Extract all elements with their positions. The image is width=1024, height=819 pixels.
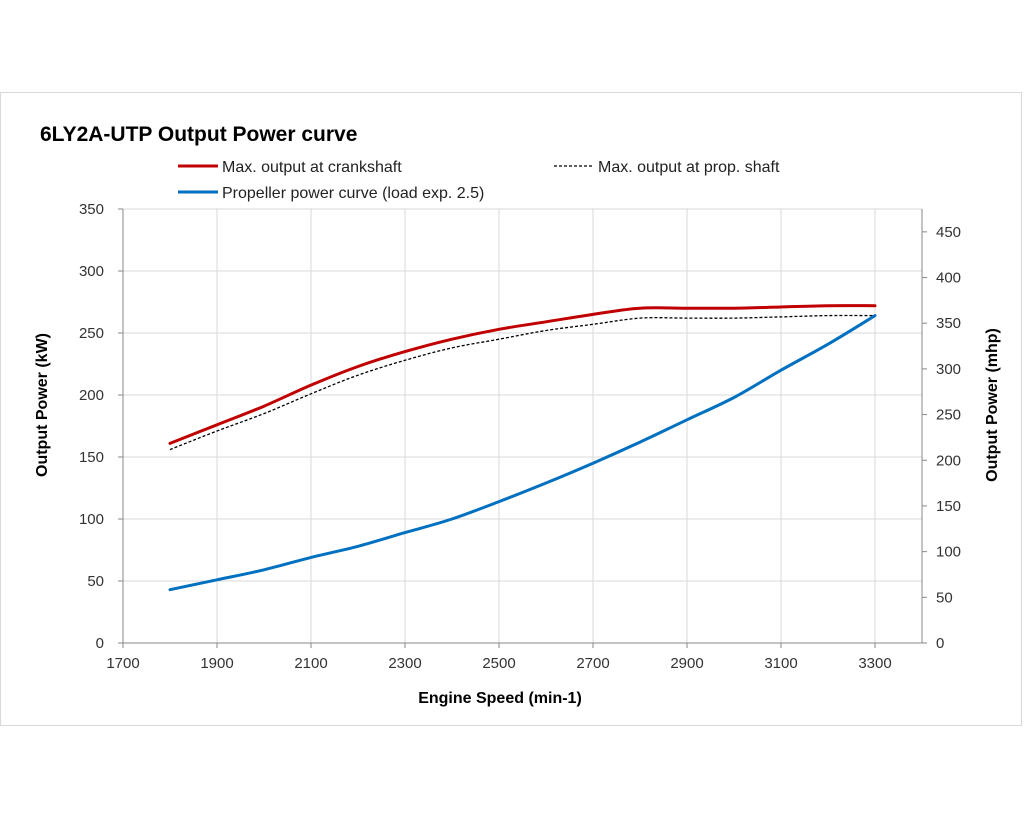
y2-tick-label-150: 150 xyxy=(936,498,961,515)
y2-tick-label-450: 450 xyxy=(936,224,961,241)
y2-tick-label-200: 200 xyxy=(936,452,961,469)
x-tick-label-3100: 3100 xyxy=(764,655,797,672)
y-tick-label-50: 50 xyxy=(87,573,104,590)
y-tick-label-350: 350 xyxy=(79,201,104,218)
series-line-prop-shaft xyxy=(169,314,876,451)
y2-axis-title: Output Power (mhp) xyxy=(984,328,1001,482)
chart-frame xyxy=(0,92,1022,726)
x-tick-label-2700: 2700 xyxy=(576,655,609,672)
y-tick-label-100: 100 xyxy=(79,511,104,528)
y2-tick-label-350: 350 xyxy=(936,315,961,332)
y-axis-title: Output Power (kW) xyxy=(34,333,51,477)
series-line-propeller xyxy=(168,314,877,592)
x-ticks: 1700 1900 2100 2300 2500 2700 2900 3100 3300 xyxy=(106,643,892,672)
legend-label-prop-shaft: Max. output at prop. shaft xyxy=(598,159,780,176)
legend-label-crankshaft: Max. output at crankshaft xyxy=(222,159,402,176)
x-tick-label-2100: 2100 xyxy=(294,655,327,672)
y2-tick-label-0: 0 xyxy=(936,635,944,652)
legend-label-propeller: Propeller power curve (load exp. 2.5) xyxy=(222,185,484,202)
x-axis-title: Engine Speed (min-1) xyxy=(418,690,582,707)
series-layer xyxy=(168,304,877,592)
y2-tick-label-300: 300 xyxy=(936,361,961,378)
x-tick-label-2900: 2900 xyxy=(670,655,703,672)
y-tick-label-300: 300 xyxy=(79,263,104,280)
x-tick-label-1900: 1900 xyxy=(200,655,233,672)
x-tick-label-3300: 3300 xyxy=(858,655,891,672)
y2-tick-label-100: 100 xyxy=(936,544,961,561)
y-ticks: 0 50 100 150 200 250 300 350 xyxy=(79,201,123,652)
series-line-crankshaft xyxy=(168,304,877,445)
legend: Max. output at crankshaft Max. output at… xyxy=(178,159,780,202)
y-tick-label-200: 200 xyxy=(79,387,104,404)
y-tick-label-150: 150 xyxy=(79,449,104,466)
x-tick-label-2300: 2300 xyxy=(388,655,421,672)
y-tick-label-250: 250 xyxy=(79,325,104,342)
y2-tick-label-400: 400 xyxy=(936,270,961,287)
x-tick-label-2500: 2500 xyxy=(482,655,515,672)
grid xyxy=(123,208,922,643)
y2-tick-label-250: 250 xyxy=(936,407,961,424)
y2-ticks: 0 50 100 150 200 250 300 350 400 450 xyxy=(922,224,961,652)
y2-tick-label-50: 50 xyxy=(936,589,953,606)
chart-title: 6LY2A-UTP Output Power curve xyxy=(40,123,357,146)
x-tick-label-1700: 1700 xyxy=(106,655,139,672)
y-tick-label-0: 0 xyxy=(96,635,104,652)
